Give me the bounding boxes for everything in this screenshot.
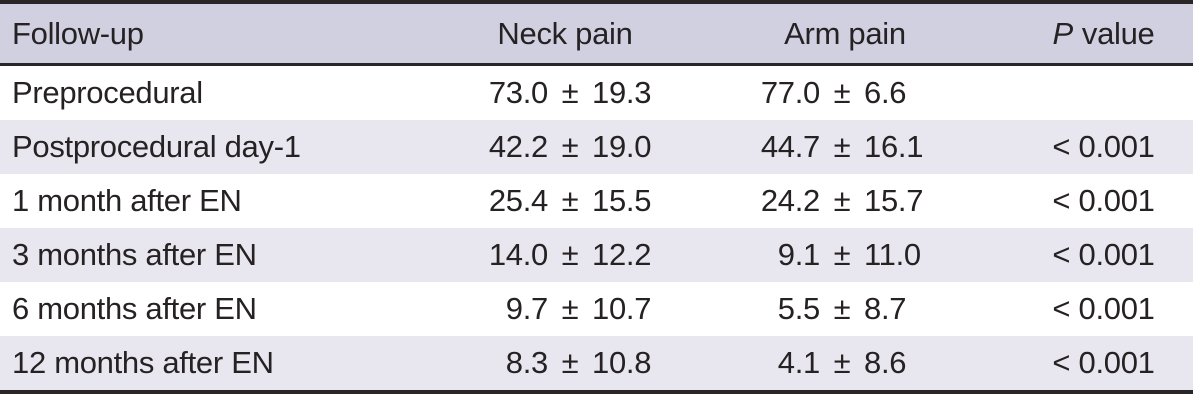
- table-row-6-months: 6 months after EN 9.7 ± 10.7 5.5 ± 8.7 <…: [0, 282, 1193, 336]
- table-header-row: Follow-up Neck pain Arm pain P value: [0, 4, 1193, 66]
- arm-pain-value: 9.1 ± 11.0: [700, 228, 950, 282]
- neck-mean: 73.0: [488, 75, 548, 110]
- row-label: 3 months after EN: [12, 237, 257, 272]
- neck-mean: 25.4: [488, 183, 548, 218]
- plus-minus-symbol: ±: [561, 237, 579, 272]
- neck-mean: 14.0: [488, 237, 548, 272]
- plus-minus-symbol: ±: [833, 345, 851, 380]
- arm-mean: 24.2: [760, 183, 820, 218]
- p-value: < 0.001: [1052, 291, 1155, 326]
- arm-pain-value: 4.1 ± 8.6: [700, 336, 950, 390]
- neck-mean: 42.2: [488, 129, 548, 164]
- neck-pain-value: 42.2 ± 19.0: [400, 120, 700, 174]
- followup-pain-table: Follow-up Neck pain Arm pain P value Pre…: [0, 0, 1193, 394]
- neck-pain-value: 25.4 ± 15.5: [400, 174, 700, 228]
- arm-sd: 6.6: [864, 75, 907, 110]
- arm-sd: 11.0: [864, 237, 921, 272]
- plus-minus-symbol: ±: [561, 183, 579, 218]
- neck-mean: 8.3: [505, 345, 549, 380]
- arm-pain-value: 77.0 ± 6.6: [700, 66, 950, 120]
- table-row-preprocedural: Preprocedural 73.0 ± 19.3 77.0 ± 6.6: [0, 66, 1193, 120]
- plus-minus-symbol: ±: [833, 129, 851, 164]
- p-value: < 0.001: [1052, 183, 1155, 218]
- arm-sd: 8.6: [864, 345, 907, 380]
- row-label: 6 months after EN: [12, 291, 257, 326]
- neck-mean: 9.7: [505, 291, 549, 326]
- p-value: [950, 66, 1193, 120]
- neck-sd: 19.0: [592, 129, 652, 164]
- p-value: < 0.001: [1052, 129, 1155, 164]
- row-label: Preprocedural: [12, 75, 203, 110]
- arm-mean: 5.5: [777, 291, 821, 326]
- arm-pain-value: 5.5 ± 8.7: [700, 282, 950, 336]
- table-row-12-months: 12 months after EN 8.3 ± 10.8 4.1 ± 8.6 …: [0, 336, 1193, 390]
- p-value-symbol: P: [1052, 15, 1073, 51]
- table-row-3-months: 3 months after EN 14.0 ± 12.2 9.1 ± 11.0…: [0, 228, 1193, 282]
- neck-sd: 15.5: [592, 183, 652, 218]
- neck-pain-value: 14.0 ± 12.2: [400, 228, 700, 282]
- column-header-p-value: P value: [950, 4, 1193, 63]
- column-header-arm-pain: Arm pain: [784, 15, 906, 51]
- arm-mean: 77.0: [760, 75, 820, 110]
- neck-sd: 12.2: [592, 237, 652, 272]
- arm-pain-value: 24.2 ± 15.7: [700, 174, 950, 228]
- plus-minus-symbol: ±: [561, 129, 579, 164]
- table-row-1-month: 1 month after EN 25.4 ± 15.5 24.2 ± 15.7…: [0, 174, 1193, 228]
- p-value-label: value: [1081, 15, 1155, 51]
- neck-pain-value: 9.7 ± 10.7: [400, 282, 700, 336]
- plus-minus-symbol: ±: [833, 291, 851, 326]
- arm-mean: 9.1: [777, 237, 821, 272]
- plus-minus-symbol: ±: [833, 237, 851, 272]
- neck-pain-value: 8.3 ± 10.8: [400, 336, 700, 390]
- p-value: < 0.001: [1052, 345, 1155, 380]
- arm-mean: 4.1: [777, 345, 821, 380]
- neck-sd: 10.7: [592, 291, 652, 326]
- arm-sd: 8.7: [864, 291, 907, 326]
- row-label: 1 month after EN: [12, 183, 242, 218]
- arm-sd: 16.1: [864, 129, 924, 164]
- arm-pain-value: 44.7 ± 16.1: [700, 120, 950, 174]
- row-label: Postprocedural day-1: [12, 129, 301, 164]
- arm-sd: 15.7: [864, 183, 924, 218]
- plus-minus-symbol: ±: [833, 183, 851, 218]
- p-value: < 0.001: [1052, 237, 1155, 272]
- table-row-postprocedural-day-1: Postprocedural day-1 42.2 ± 19.0 44.7 ± …: [0, 120, 1193, 174]
- row-label: 12 months after EN: [12, 345, 274, 380]
- plus-minus-symbol: ±: [833, 75, 851, 110]
- arm-mean: 44.7: [760, 129, 820, 164]
- column-header-follow-up: Follow-up: [12, 15, 144, 51]
- plus-minus-symbol: ±: [561, 291, 579, 326]
- neck-sd: 10.8: [592, 345, 652, 380]
- plus-minus-symbol: ±: [561, 345, 579, 380]
- neck-sd: 19.3: [592, 75, 652, 110]
- column-header-neck-pain: Neck pain: [497, 15, 633, 51]
- plus-minus-symbol: ±: [561, 75, 579, 110]
- neck-pain-value: 73.0 ± 19.3: [400, 66, 700, 120]
